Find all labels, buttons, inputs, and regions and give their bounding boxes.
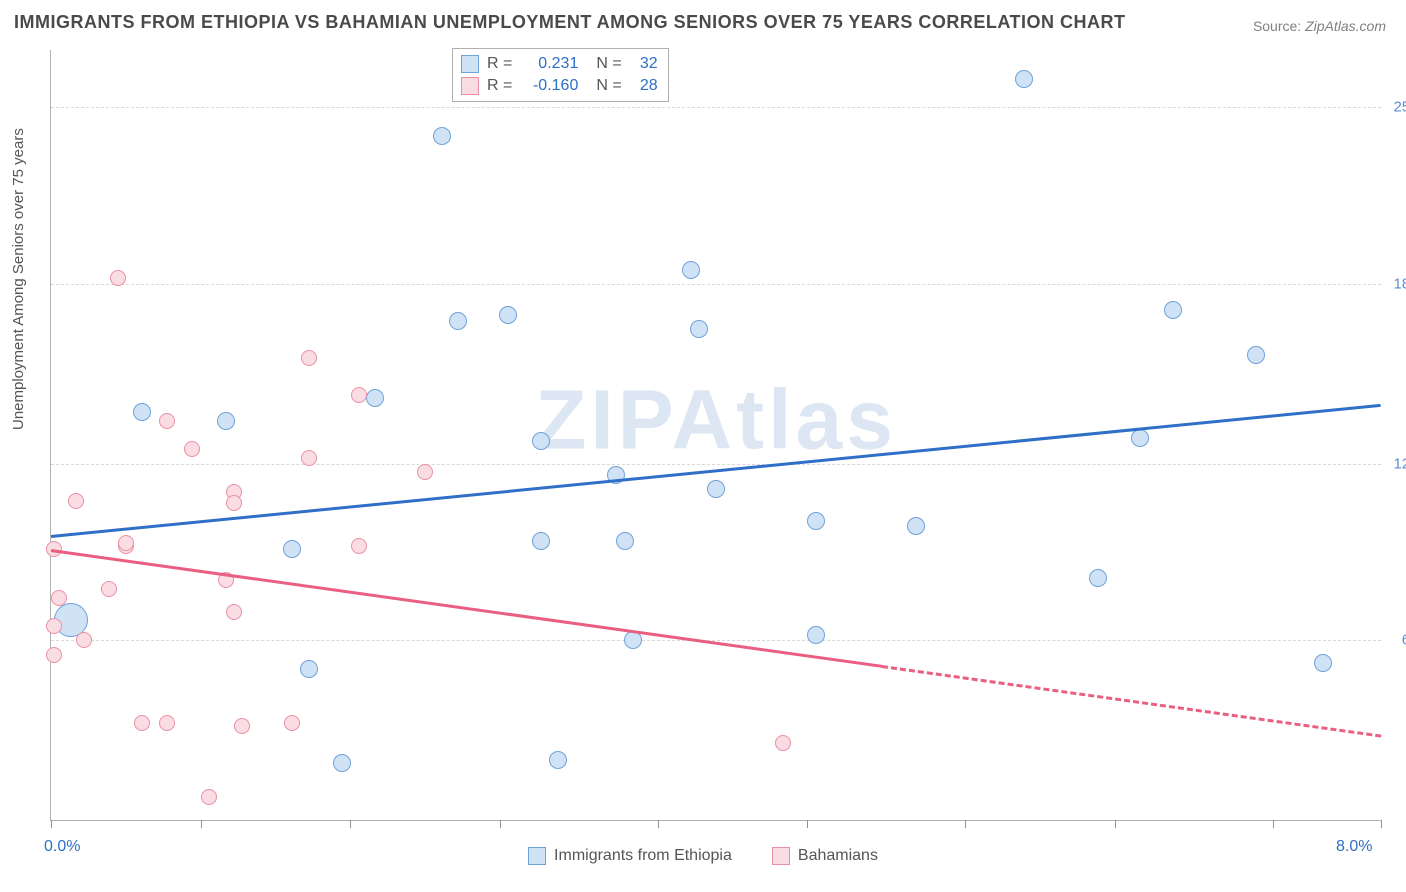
data-point (226, 604, 242, 620)
series-legend: Immigrants from Ethiopia Bahamians (0, 847, 1406, 870)
y-tick-label: 18.8% (1386, 275, 1406, 292)
y-tick-label: 25.0% (1386, 99, 1406, 116)
data-point (532, 532, 550, 550)
stats-row: R = -0.160 N = 28 (461, 75, 658, 97)
x-tick (1273, 820, 1274, 828)
data-point (101, 581, 117, 597)
stats-n-label: N = (596, 53, 621, 75)
trend-line (51, 404, 1381, 538)
data-point (1089, 569, 1107, 587)
data-point (433, 127, 451, 145)
legend-item: Bahamians (772, 847, 878, 865)
data-point (201, 789, 217, 805)
data-point (110, 270, 126, 286)
x-tick (1381, 820, 1382, 828)
data-point (133, 403, 151, 421)
chart-container: IMMIGRANTS FROM ETHIOPIA VS BAHAMIAN UNE… (0, 0, 1406, 892)
x-tick (51, 820, 52, 828)
plot-area: ZIPAtlas 6.3%12.5%18.8%25.0% (50, 50, 1381, 821)
gridline (51, 464, 1381, 465)
y-tick-label: 6.3% (1386, 632, 1406, 649)
x-tick (500, 820, 501, 828)
stats-r-value: -0.160 (520, 75, 578, 97)
data-point (234, 718, 250, 734)
data-point (301, 350, 317, 366)
chart-title: IMMIGRANTS FROM ETHIOPIA VS BAHAMIAN UNE… (14, 12, 1126, 33)
data-point (46, 618, 62, 634)
data-point (1131, 429, 1149, 447)
data-point (333, 754, 351, 772)
x-tick (201, 820, 202, 828)
watermark-text: ZIPAtlas (535, 371, 897, 468)
data-point (682, 261, 700, 279)
data-point (184, 441, 200, 457)
stats-r-label: R = (487, 53, 512, 75)
data-point (284, 715, 300, 731)
data-point (51, 590, 67, 606)
stats-r-label: R = (487, 75, 512, 97)
data-point (217, 412, 235, 430)
y-axis-label: Unemployment Among Seniors over 75 years (10, 128, 27, 430)
data-point (159, 413, 175, 429)
stats-r-value: 0.231 (520, 53, 578, 75)
data-point (1314, 654, 1332, 672)
trend-line (882, 665, 1381, 737)
data-point (159, 715, 175, 731)
x-axis-min-label: 0.0% (44, 838, 80, 856)
data-point (499, 306, 517, 324)
data-point (775, 735, 791, 751)
data-point (1247, 346, 1265, 364)
legend-label: Immigrants from Ethiopia (554, 847, 732, 865)
data-point (283, 540, 301, 558)
data-point (449, 312, 467, 330)
data-point (907, 517, 925, 535)
legend-swatch (772, 847, 790, 865)
data-point (46, 647, 62, 663)
x-tick (965, 820, 966, 828)
data-point (707, 480, 725, 498)
x-axis-max-label: 8.0% (1336, 838, 1372, 856)
data-point (1015, 70, 1033, 88)
data-point (76, 632, 92, 648)
source-label: Source: (1253, 18, 1301, 34)
legend-swatch (461, 77, 479, 95)
stats-n-label: N = (596, 75, 621, 97)
data-point (134, 715, 150, 731)
data-point (1164, 301, 1182, 319)
legend-swatch (461, 55, 479, 73)
y-tick-label: 12.5% (1386, 455, 1406, 472)
stats-n-value: 32 (630, 53, 658, 75)
data-point (616, 532, 634, 550)
data-point (690, 320, 708, 338)
data-point (807, 626, 825, 644)
data-point (118, 535, 134, 551)
x-tick (1115, 820, 1116, 828)
data-point (351, 387, 367, 403)
source-attribution: Source: ZipAtlas.com (1253, 18, 1386, 34)
data-point (351, 538, 367, 554)
x-tick (350, 820, 351, 828)
source-value: ZipAtlas.com (1305, 18, 1386, 34)
data-point (300, 660, 318, 678)
x-tick (658, 820, 659, 828)
gridline (51, 107, 1381, 108)
stats-row: R = 0.231 N = 32 (461, 53, 658, 75)
data-point (68, 493, 84, 509)
data-point (807, 512, 825, 530)
gridline (51, 284, 1381, 285)
data-point (366, 389, 384, 407)
legend-item: Immigrants from Ethiopia (528, 847, 732, 865)
data-point (226, 495, 242, 511)
legend-label: Bahamians (798, 847, 878, 865)
x-tick (807, 820, 808, 828)
trend-line (51, 549, 883, 668)
data-point (532, 432, 550, 450)
data-point (301, 450, 317, 466)
data-point (549, 751, 567, 769)
data-point (417, 464, 433, 480)
legend-swatch (528, 847, 546, 865)
stats-legend: R = 0.231 N = 32 R = -0.160 N = 28 (452, 48, 669, 102)
stats-n-value: 28 (630, 75, 658, 97)
